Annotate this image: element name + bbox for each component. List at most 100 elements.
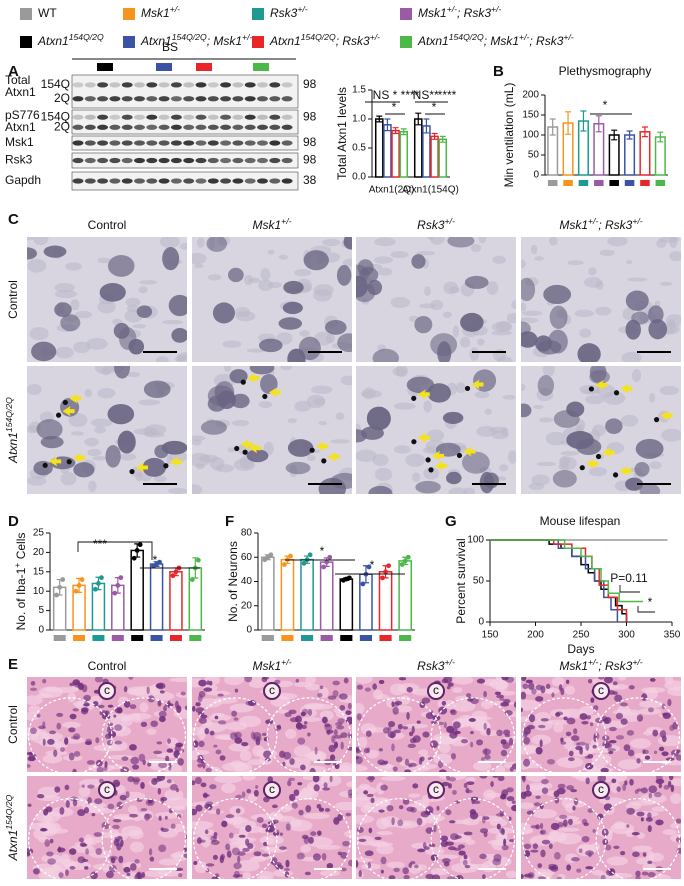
blot-band [281,140,293,146]
bar [149,563,164,631]
canal-label: c [269,683,275,697]
bar [130,549,144,631]
texture [603,391,626,405]
blot-row-label: Gapdh [5,173,41,187]
nucleus [114,836,123,841]
nucleus [535,746,543,755]
data-point [324,559,330,565]
texture [649,392,656,403]
category-swatch [578,180,589,186]
nucleus [533,802,541,807]
canal-label: c [269,782,275,796]
texture [591,869,604,876]
micrograph: c [356,776,516,879]
text-part: Msk1 [559,659,588,673]
y-tick-label: 0 [246,625,252,636]
texture [290,818,302,828]
texture [300,844,312,853]
data-point [157,559,162,565]
nucleus [446,725,455,734]
neuron [287,439,314,457]
texture [171,806,186,811]
neuron [282,301,303,315]
texture [302,786,317,795]
texture [499,464,508,472]
nucleus [508,737,514,746]
nucleus [128,677,134,680]
blot-band [72,124,84,130]
category-swatch [563,180,573,186]
legend-swatch [252,8,264,20]
nucleus [523,758,531,767]
nucleus [539,822,544,830]
nucleus [95,848,103,855]
nucleus [576,868,582,873]
neuron [249,366,275,375]
annotation: ** [429,88,439,102]
nucleus [393,729,401,734]
bar [438,138,448,178]
nucleus [317,830,322,836]
legend-swatch [123,36,135,48]
y-tick-label: 100 [467,535,484,546]
nucleus [36,713,41,718]
y-tick-label: 150 [522,110,539,121]
lane-marker [156,63,172,71]
texture [545,687,560,695]
texture [126,712,152,720]
data-point [54,592,60,598]
superscript: +/- [447,4,457,14]
nucleus [521,874,524,879]
nucleus [192,808,198,816]
text-part: ; Rsk3 [598,218,632,232]
texture [502,394,516,400]
texture [107,754,135,760]
nucleus [310,831,317,836]
texture [585,395,605,405]
nucleus [539,739,543,748]
neuron [54,302,72,317]
nucleus [114,724,123,731]
nucleus [476,739,484,746]
nucleus [578,741,587,746]
nucleus [470,741,474,748]
nucleus [573,728,578,735]
region-outline [522,697,607,772]
micrograph: c [356,677,516,772]
neuron [635,438,664,459]
blot-band [84,157,96,164]
texture [606,856,629,866]
nucleus [356,746,360,752]
texture [309,750,323,759]
texture [249,856,266,863]
nucleus [175,867,184,872]
blot-band [72,178,84,184]
x-tick-label: 250 [573,630,590,641]
nucleus [238,834,246,838]
nucleus [604,677,613,684]
texture [358,736,368,748]
nucleus [324,808,331,812]
nucleus [504,733,511,738]
texture [405,453,426,467]
texture [579,328,592,338]
nucleus [85,848,89,855]
nucleus [56,722,62,730]
nucleus [537,876,546,879]
x-axis-label: Days [567,642,594,656]
texture [125,297,141,307]
nucleus [234,688,239,693]
error-bar [565,111,572,135]
texture [631,369,642,383]
blot-band [244,82,256,88]
nucleus [388,720,396,728]
texture [210,457,225,471]
nucleus [528,714,536,723]
nucleus [301,834,309,840]
nucleus [298,809,304,816]
texture [484,408,493,415]
blot-band [244,178,256,184]
blot-band [269,178,281,184]
nucleus [107,722,114,726]
neuron [258,338,283,353]
